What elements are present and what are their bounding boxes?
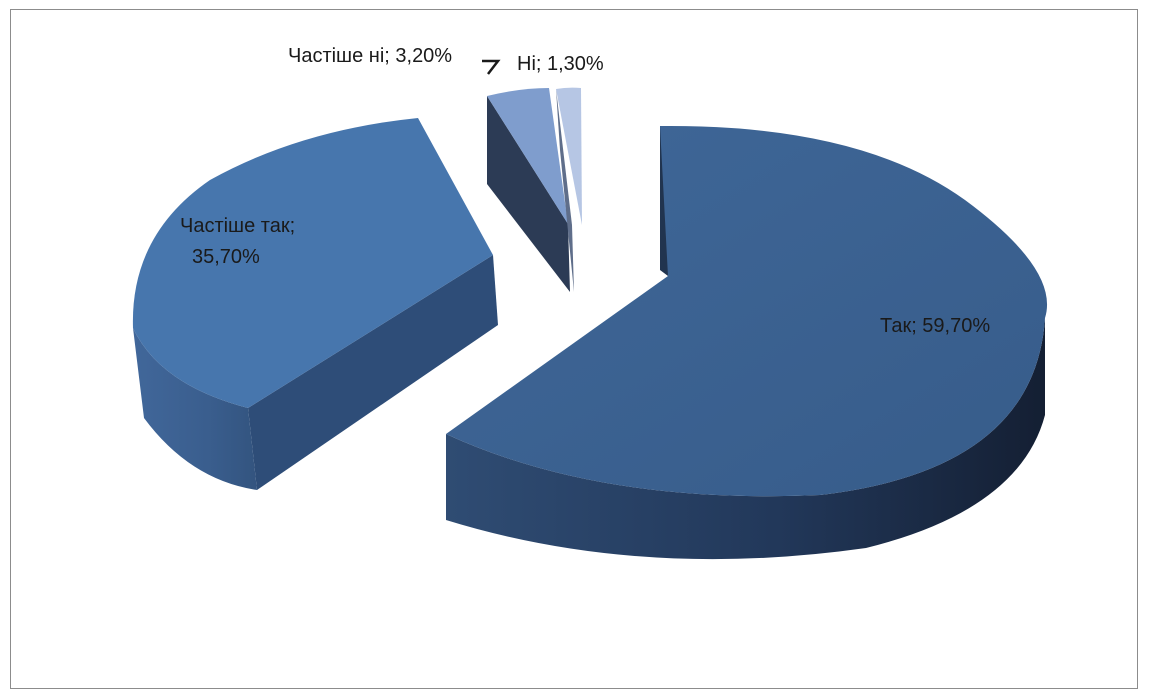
slice-tak-top: [446, 125, 1048, 497]
leader-line-chastishe-ni: [482, 59, 501, 75]
slice-chastishe-ni-top: [487, 88, 568, 224]
slice-chastishe-ni: [487, 88, 570, 292]
slice-tak: [446, 125, 1048, 560]
label-chastishe-ni: Частіше ні; 3,20%: [288, 45, 452, 67]
label-chastishe-tak: Частіше так;: [180, 215, 295, 237]
label-ni: Ні; 1,30%: [517, 53, 604, 75]
slice-chastishe-tak-top: [132, 118, 493, 408]
slice-chastishe-ni-side: [487, 96, 570, 292]
slice-chastishe-tak-side: [133, 328, 257, 490]
slice-chastishe-tak: [132, 118, 498, 490]
slice-ni: [556, 87, 582, 292]
label-tak: Так; 59,70%: [880, 315, 990, 337]
pie-chart: Так; 59,70% Частіше так; 35,70% Частіше …: [132, 45, 1048, 560]
slice-tak-side: [446, 318, 1045, 560]
label-chastishe-tak-value: 35,70%: [192, 246, 260, 268]
slice-ni-top: [556, 87, 582, 226]
slice-chastishe-tak-front: [248, 255, 498, 490]
slice-ni-side: [556, 89, 574, 292]
